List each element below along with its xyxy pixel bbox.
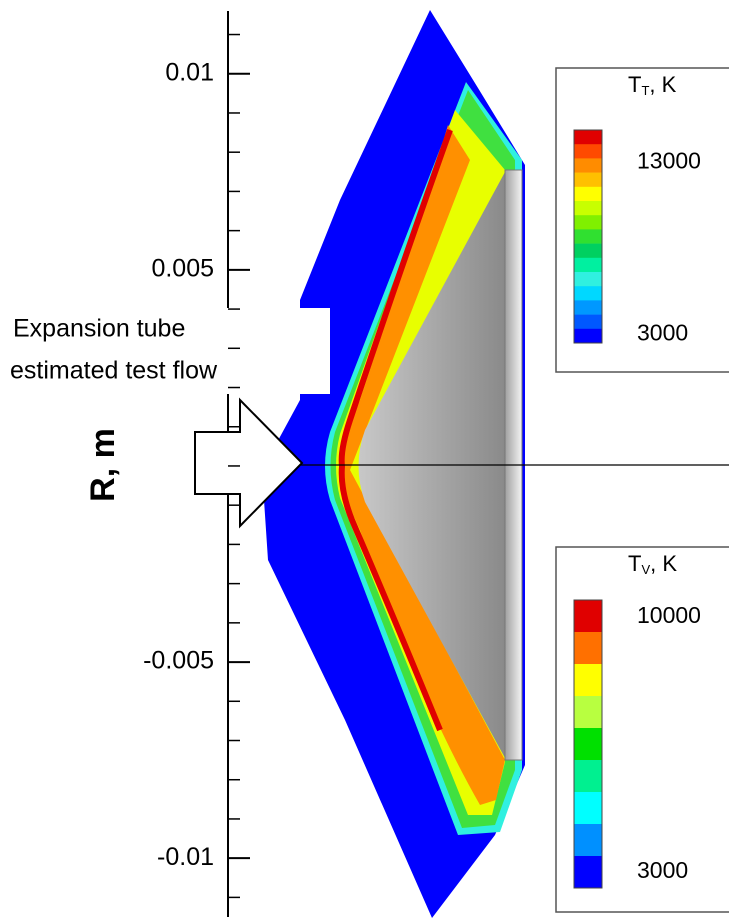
annotation-line: estimated test flow (10, 357, 218, 385)
colorbar-band (574, 824, 602, 856)
legend-title-sub: V (641, 562, 650, 577)
figure: R, m Expansion tube estimated test flow … (0, 0, 729, 923)
colorbar-tick-label: 3000 (637, 857, 688, 883)
colorbar-band (574, 215, 602, 230)
y-axis-label: R, m (84, 428, 122, 502)
colorbar-band (574, 244, 602, 259)
colorbar-band (574, 300, 602, 315)
legend-title: TV, K (628, 551, 677, 578)
colorbar-band (574, 201, 602, 216)
legend-title-unit: , K (650, 551, 677, 576)
colorbar-band (574, 315, 602, 330)
annotation-line: Expansion tube (13, 315, 185, 343)
colorbar-band (574, 792, 602, 824)
colorbar-band (574, 600, 602, 632)
colorbar-band (574, 286, 602, 301)
legend-title-main: T (628, 551, 641, 576)
colorbar-band (574, 272, 602, 287)
colorbar-band (574, 329, 602, 344)
colorbar-band (574, 173, 602, 188)
colorbar-band (574, 229, 602, 244)
legend-title-main: T (628, 72, 641, 97)
colorbar-band (574, 760, 602, 792)
colorbar-band (574, 728, 602, 760)
colorbar-band (574, 856, 602, 888)
legend-title-sub: T (641, 83, 649, 98)
colorbar-band (574, 696, 602, 728)
legend-title-unit: , K (649, 72, 676, 97)
colorbar-band (574, 632, 602, 664)
colorbar-band (574, 158, 602, 173)
colorbar-band (574, 258, 602, 273)
colorbar-band (574, 187, 602, 202)
y-tick-label: 0.01 (165, 58, 214, 86)
colorbar-tick-label: 10000 (637, 602, 701, 628)
colorbar-band (574, 664, 602, 696)
colorbar-tick-label: 3000 (637, 319, 688, 345)
y-tick-label: -0.005 (143, 647, 214, 675)
colorbar-tick-label: 13000 (637, 148, 701, 174)
y-tick-label: 0.005 (151, 254, 214, 282)
colorbar-band (574, 130, 602, 145)
colorbar-band (574, 144, 602, 159)
y-tick-label: -0.01 (157, 843, 214, 871)
legend-title: TT, K (628, 72, 677, 99)
